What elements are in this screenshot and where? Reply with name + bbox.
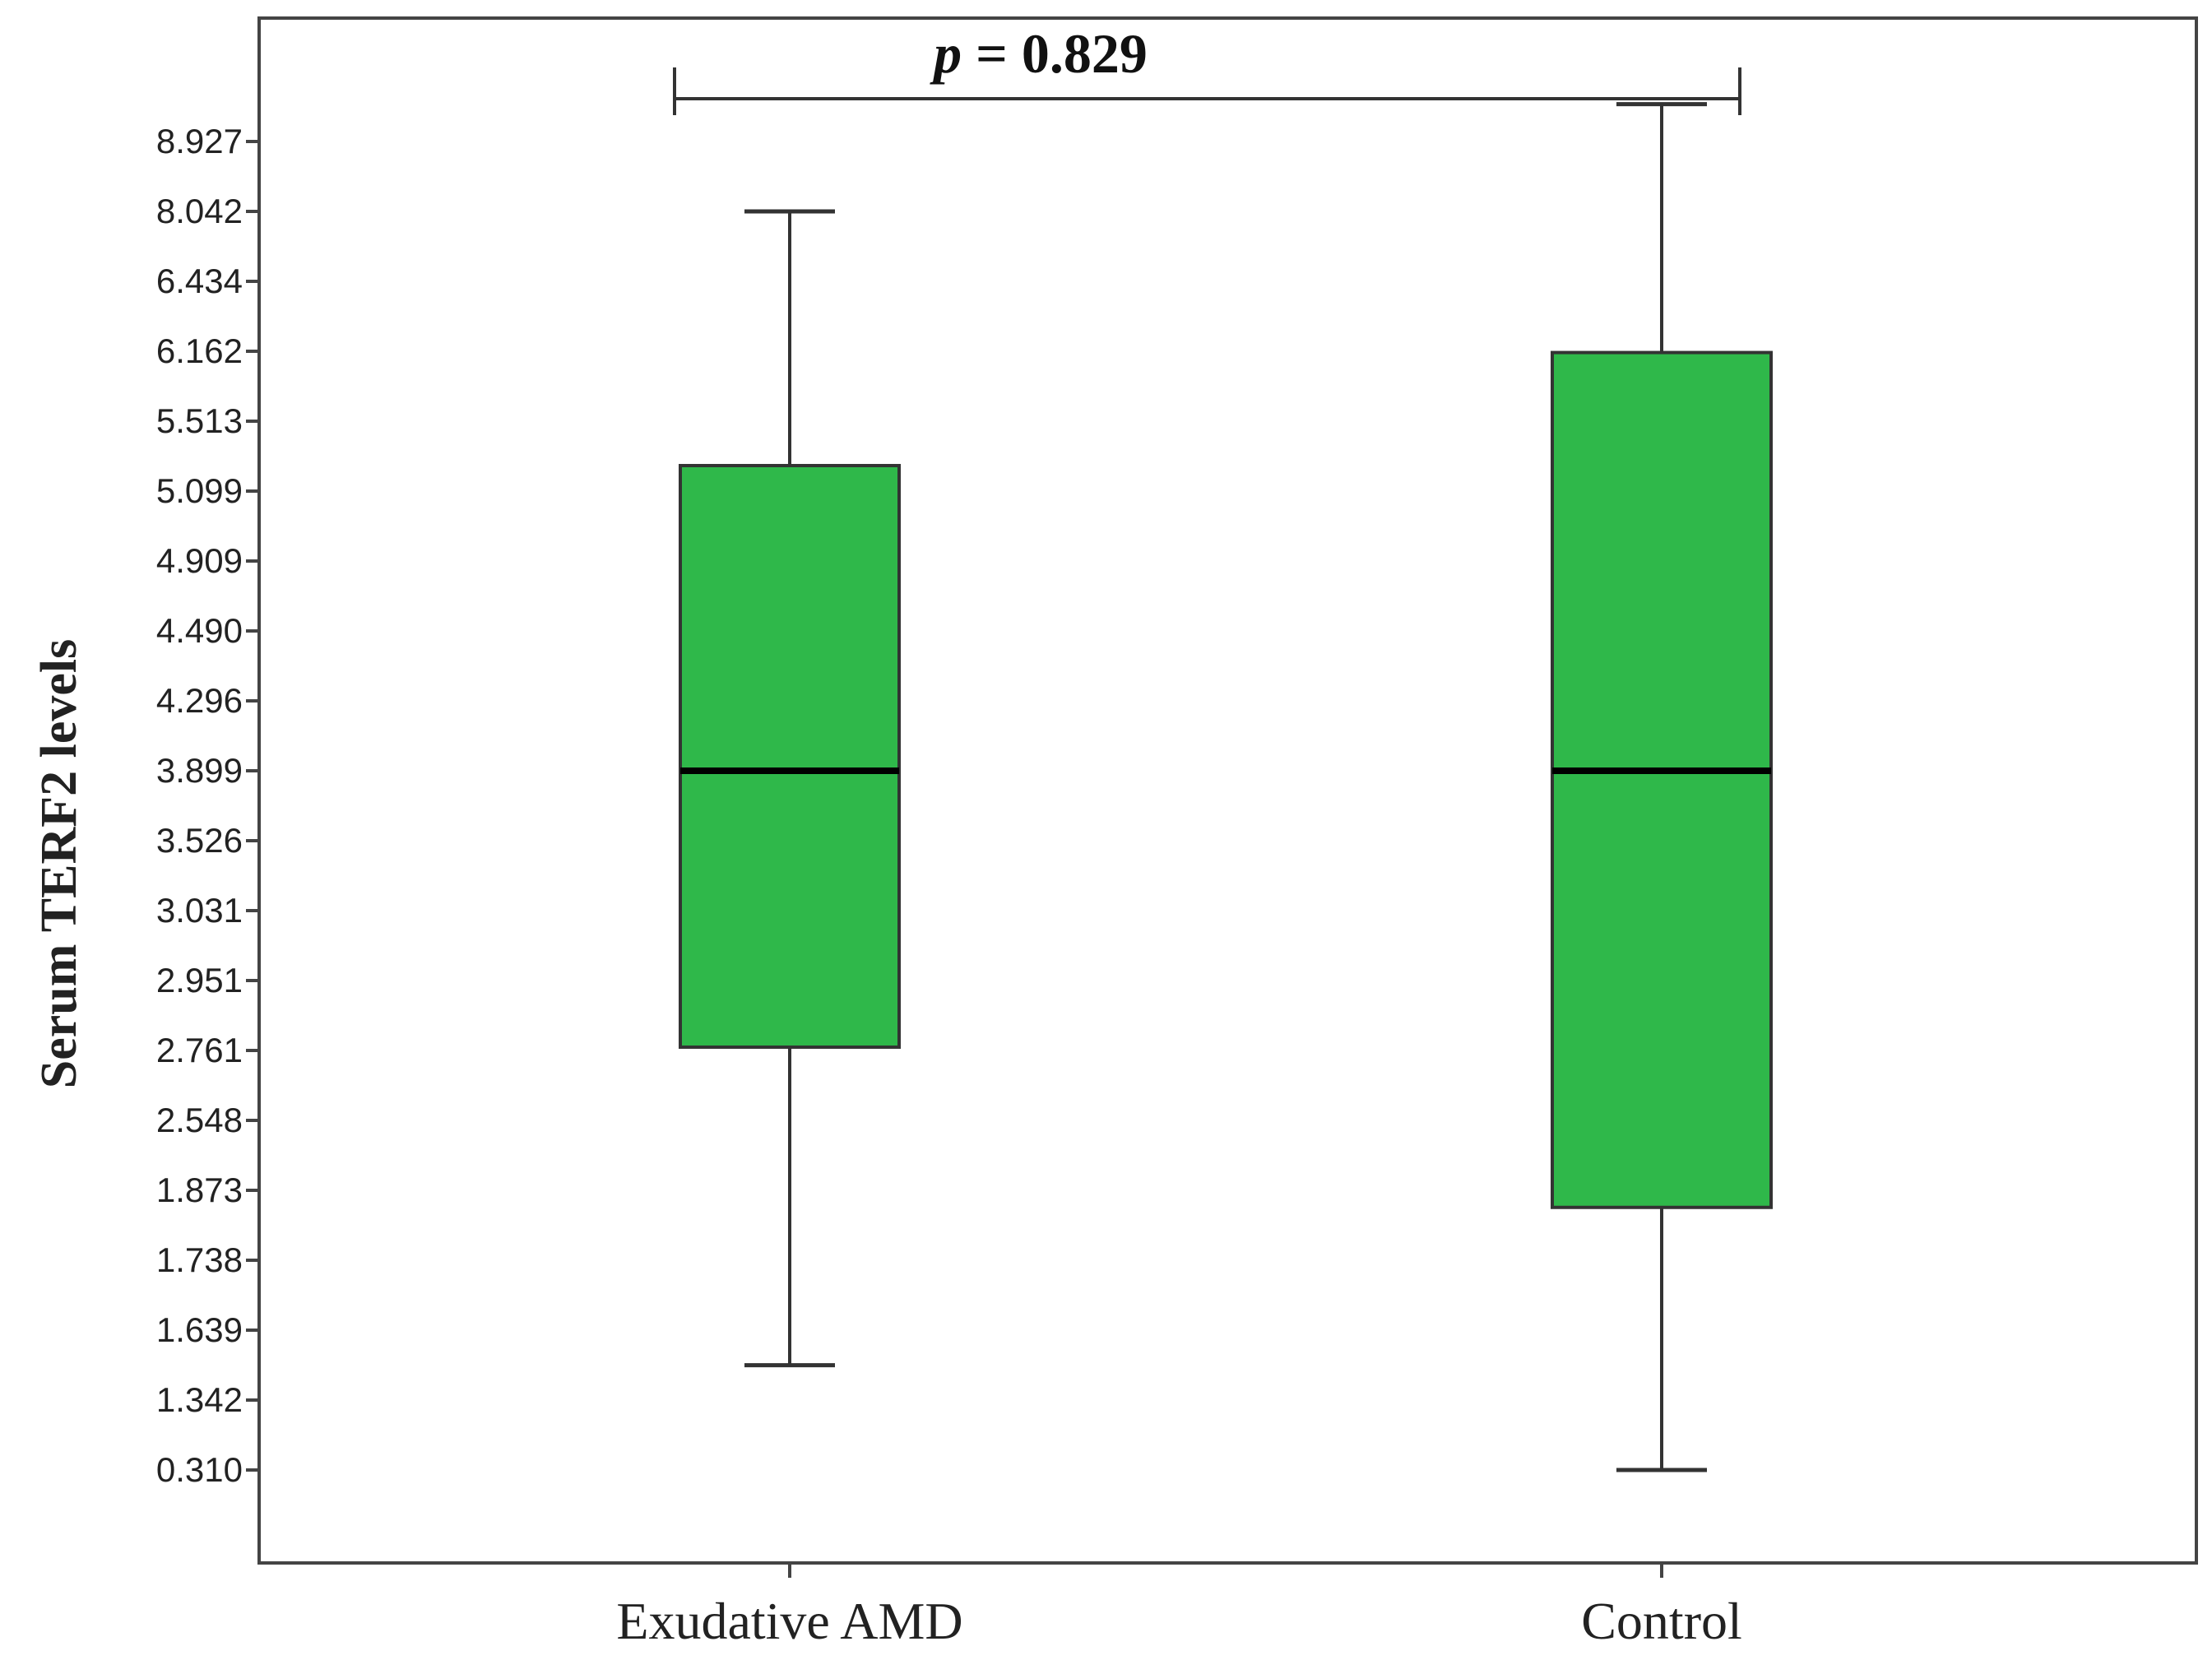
p-symbol: p [930,22,962,85]
iqr-box [679,463,901,1049]
y-tick-label: 6.162 [156,332,243,370]
p-value-label: p = 0.829 [930,22,1148,85]
boxes [679,102,1773,1472]
y-tick-label: 1.873 [156,1171,243,1209]
y-tick-label: 2.761 [156,1031,243,1069]
y-tick-label: 3.031 [156,891,243,930]
y-tick-label: 6.434 [156,262,243,300]
y-tick-label: 1.639 [156,1310,243,1349]
y-tick-label: 4.296 [156,681,243,720]
y-tick-label: 8.042 [156,192,243,230]
x-axis: Exudative AMD Control [616,1563,1742,1650]
box-exudative-amd [679,209,901,1368]
y-tick-label: 3.899 [156,751,243,790]
x-category-label: Control [1581,1592,1742,1650]
y-tick-label: 1.738 [156,1240,243,1279]
plot-frame [257,16,2198,1565]
x-category-label: Exudative AMD [616,1592,962,1650]
iqr-box [1551,350,1773,1209]
box-control [1551,102,1773,1472]
y-tick-label: 1.342 [156,1380,243,1419]
p-value-annotation: p = 0.829 [673,22,1741,115]
y-tick-label: 5.099 [156,471,243,510]
y-tick-label: 4.490 [156,611,243,650]
y-tick-label: 0.310 [156,1450,243,1489]
y-axis: 0.310 1.342 1.639 1.738 1.873 2.548 2.761 2.951… [156,122,259,1489]
y-axis-title: Serum TERF2 levels [31,639,87,1089]
y-tick-label: 8.927 [156,122,243,160]
y-tick-label: 4.909 [156,541,243,580]
y-tick-label: 5.513 [156,401,243,440]
p-value-text: = 0.829 [962,22,1148,85]
y-tick-label: 2.548 [156,1101,243,1139]
y-tick-label: 2.951 [156,961,243,999]
y-tick-label: 3.526 [156,821,243,860]
